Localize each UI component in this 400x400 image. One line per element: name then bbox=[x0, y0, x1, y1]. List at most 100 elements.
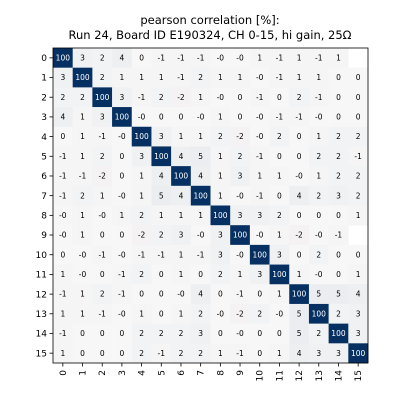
cell-value-label: 2 bbox=[198, 73, 203, 82]
heatmap-cell bbox=[328, 343, 349, 364]
heatmap-cell bbox=[269, 284, 290, 305]
heatmap-cell bbox=[289, 323, 310, 344]
heatmap-cell bbox=[230, 284, 251, 305]
cell-value-label: 2 bbox=[336, 152, 341, 161]
cell-value-label: -1 bbox=[98, 309, 106, 318]
cell-value-label: 1 bbox=[139, 172, 144, 181]
cell-value-label: 5 bbox=[198, 152, 203, 161]
heatmap-cell bbox=[53, 87, 73, 108]
heatmap-cell bbox=[92, 225, 113, 246]
heatmap-cell bbox=[72, 244, 93, 265]
cell-value-label: 1 bbox=[336, 53, 341, 62]
cell-value-label: -1 bbox=[59, 290, 67, 299]
heatmap-cell bbox=[289, 343, 310, 364]
heatmap-cell bbox=[72, 67, 93, 88]
y-tick-label: 14 bbox=[36, 330, 48, 340]
cell-value-label: -0 bbox=[79, 270, 87, 279]
heatmap-cell bbox=[249, 126, 270, 147]
cell-value-label: 2 bbox=[139, 349, 144, 358]
heatmap-cell bbox=[348, 87, 369, 108]
heatmap-cell bbox=[131, 126, 152, 147]
cell-value-label: 4 bbox=[356, 290, 361, 299]
heatmap-cell bbox=[210, 303, 231, 324]
cell-value-label: 0 bbox=[198, 270, 203, 279]
heatmap-cell bbox=[348, 264, 369, 285]
heatmap-cell bbox=[131, 244, 152, 265]
heatmap-cell bbox=[53, 343, 73, 364]
heatmap-cell bbox=[112, 284, 133, 305]
heatmap-cell bbox=[171, 126, 192, 147]
cell-value-label: 1 bbox=[80, 113, 85, 122]
chart-title-line-2: Run 24, Board ID E190324, CH 0-15, hi ga… bbox=[69, 28, 352, 42]
heatmap-cell bbox=[190, 323, 211, 344]
y-tick-label: 12 bbox=[36, 290, 47, 300]
heatmap-cell bbox=[210, 67, 231, 88]
cell-value-label: -1 bbox=[197, 250, 205, 259]
cell-value-label: -0 bbox=[295, 172, 303, 181]
cell-value-label: 3 bbox=[257, 211, 262, 220]
cell-value-label: 1 bbox=[218, 113, 223, 122]
y-tick-label: 8 bbox=[41, 212, 47, 222]
cell-value-label: 1 bbox=[257, 172, 262, 181]
heatmap-cell bbox=[53, 185, 73, 206]
cell-value-label: 1 bbox=[80, 290, 85, 299]
cell-value-label: 1 bbox=[80, 211, 85, 220]
heatmap-cell bbox=[190, 166, 211, 187]
cell-value-label: 0 bbox=[277, 152, 282, 161]
cell-value-label: 1 bbox=[316, 73, 321, 82]
heatmap-cell bbox=[72, 343, 93, 364]
heatmap-cell bbox=[53, 225, 73, 246]
cell-value-label: 3 bbox=[179, 231, 184, 240]
heatmap-cell bbox=[151, 303, 172, 324]
heatmap-cell bbox=[53, 67, 73, 88]
cell-value-label: 0 bbox=[277, 93, 282, 102]
cell-value-label: -1 bbox=[236, 349, 244, 358]
heatmap-cell bbox=[328, 185, 349, 206]
heatmap-cell bbox=[328, 205, 349, 226]
cell-value-label: 1 bbox=[139, 191, 144, 200]
heatmap-cell bbox=[328, 48, 349, 68]
heatmap-cell bbox=[348, 244, 369, 265]
cell-value-label: 3 bbox=[316, 349, 321, 358]
cell-value-label: 1 bbox=[277, 231, 282, 240]
heatmap-cell bbox=[92, 303, 113, 324]
cell-value-label: 0 bbox=[257, 329, 262, 338]
heatmap-cell bbox=[210, 343, 231, 364]
cell-value-label: 1 bbox=[218, 73, 223, 82]
y-tick-label: 11 bbox=[36, 271, 47, 281]
cell-value-label: 2 bbox=[139, 270, 144, 279]
cell-value-label: 0 bbox=[120, 152, 125, 161]
heatmap-cell bbox=[92, 146, 113, 167]
y-tick-label: 15 bbox=[36, 349, 47, 359]
cell-value-label: -2 bbox=[236, 132, 244, 141]
cell-value-label: -0 bbox=[118, 250, 126, 259]
cell-value-label: 1 bbox=[198, 211, 203, 220]
cell-value-label: -1 bbox=[197, 53, 205, 62]
cell-value-label: 1 bbox=[218, 152, 223, 161]
heatmap-cell bbox=[53, 284, 73, 305]
heatmap-cell bbox=[308, 107, 329, 128]
cell-value-label: -0 bbox=[236, 53, 244, 62]
heatmap-cell bbox=[249, 343, 270, 364]
heatmap-cell bbox=[171, 185, 192, 206]
heatmap-cell bbox=[112, 303, 133, 324]
heatmap-cell bbox=[92, 244, 113, 265]
heatmap-cell bbox=[210, 87, 231, 108]
heatmap-cell bbox=[230, 166, 251, 187]
heatmap-cell bbox=[308, 284, 329, 305]
cell-value-label: 1 bbox=[297, 270, 302, 279]
cell-value-label: -1 bbox=[295, 113, 303, 122]
heatmap-cell bbox=[151, 107, 172, 128]
cell-value-label: 2 bbox=[316, 250, 321, 259]
heatmap-cell bbox=[328, 284, 349, 305]
cell-value-label: 2 bbox=[100, 53, 105, 62]
heatmap-cell bbox=[72, 205, 93, 226]
cell-value-label: -1 bbox=[256, 152, 264, 161]
plot-frame bbox=[52, 47, 369, 364]
heatmap-cell bbox=[53, 107, 73, 128]
cell-value-label: -1 bbox=[315, 53, 323, 62]
cell-value-label: -1 bbox=[118, 290, 126, 299]
heatmap-cell bbox=[131, 166, 152, 187]
cell-value-label: -0 bbox=[315, 270, 323, 279]
